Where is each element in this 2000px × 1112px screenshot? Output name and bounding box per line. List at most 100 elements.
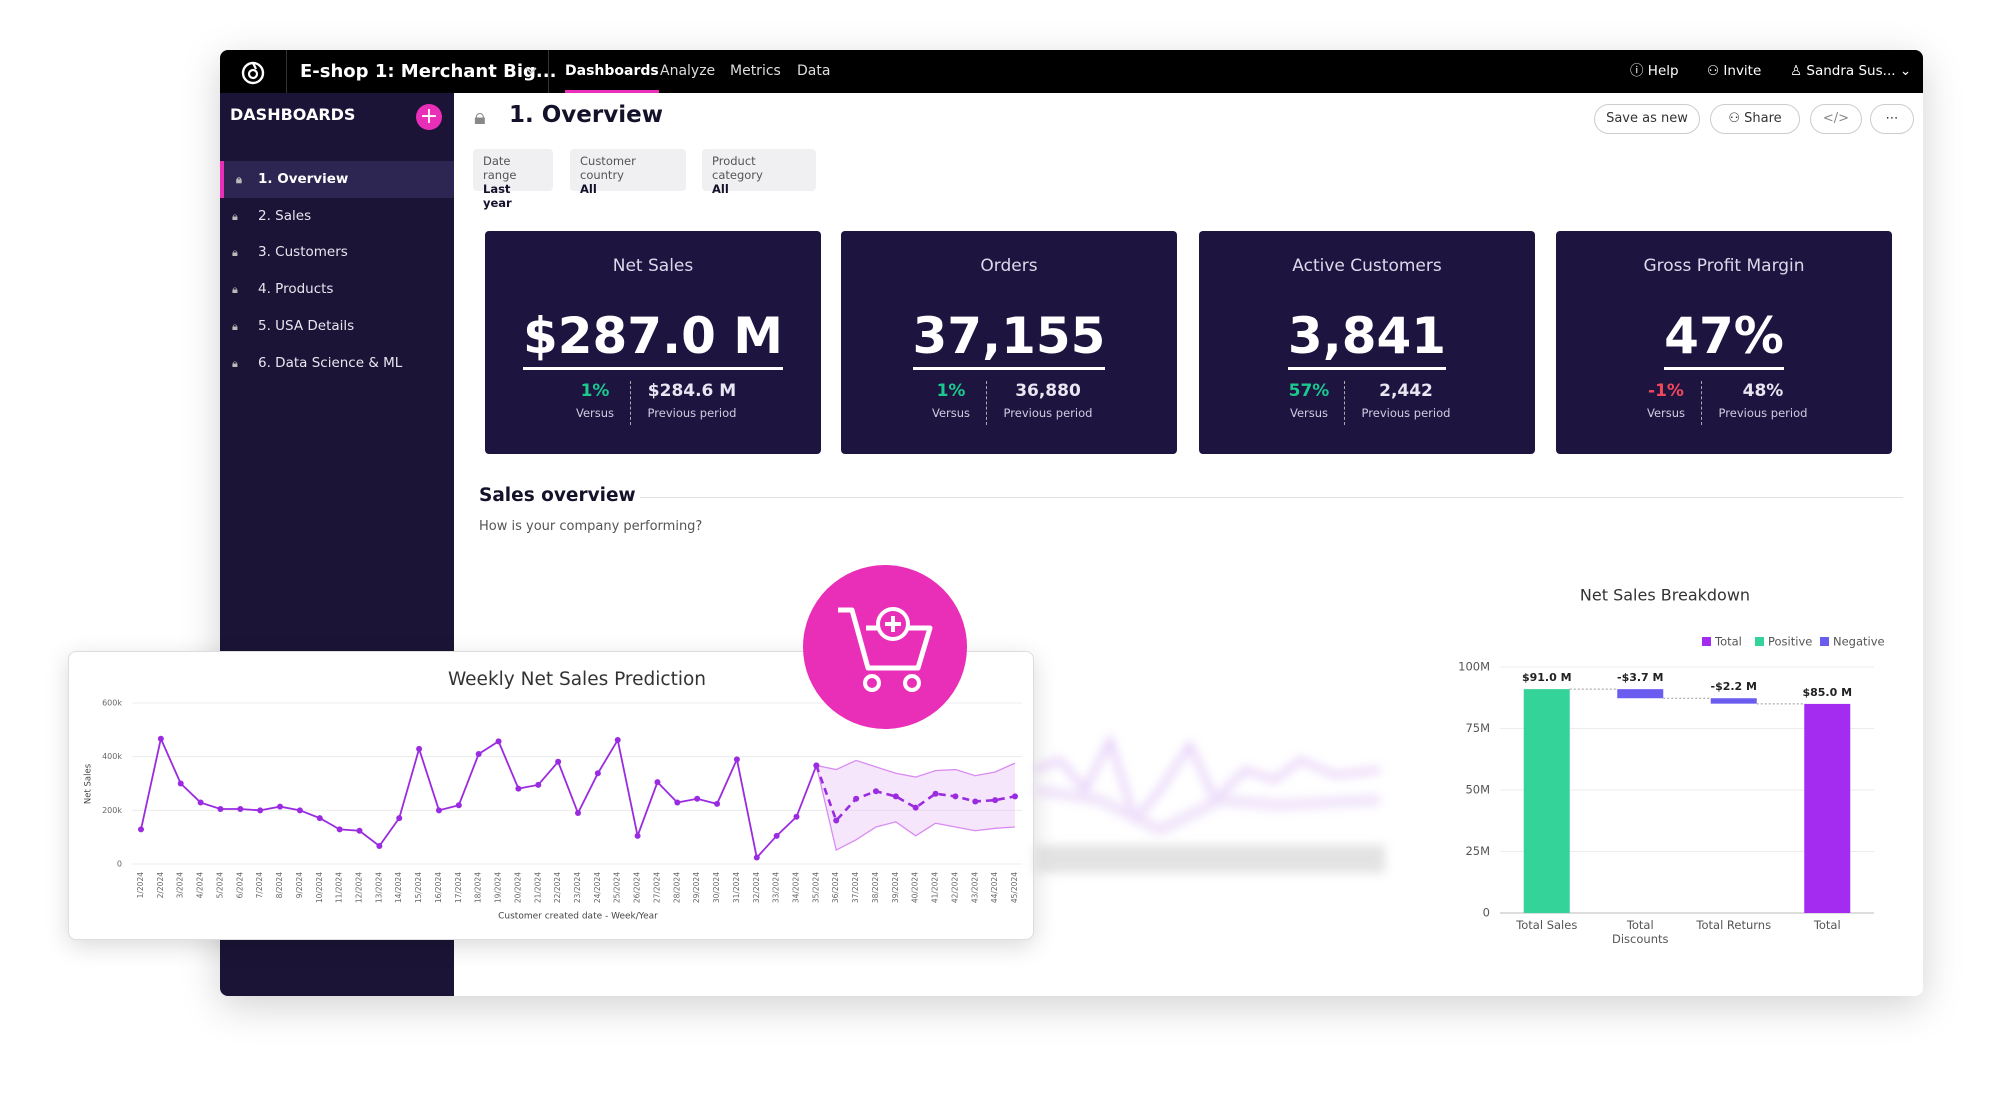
chart-title: Net Sales Breakdown <box>1580 586 1750 605</box>
cart-badge <box>803 565 967 729</box>
point <box>356 827 363 834</box>
kpi-change: -1% <box>1648 381 1684 401</box>
y-tick-label: 200k <box>102 806 122 815</box>
filter[interactable]: Customer country All <box>570 149 686 196</box>
kpi-previous: 36,880 <box>1015 381 1081 401</box>
top-bar: E-shop 1: Merchant Big... ⓘ Help ⚇ Invit… <box>220 50 1923 93</box>
filter-value[interactable]: Last year <box>483 182 512 210</box>
bar <box>1710 698 1757 704</box>
x-tick-label: 45/2024 <box>1010 872 1019 903</box>
divider <box>640 497 1903 498</box>
point <box>217 805 224 812</box>
item-label[interactable]: 2. Sales <box>258 207 312 224</box>
point <box>972 798 979 805</box>
filter[interactable]: Date range Last year <box>473 149 553 210</box>
point <box>435 807 442 814</box>
help[interactable]: ⓘ Help <box>1630 63 1679 79</box>
sidebar-item[interactable]: 🔒︎ 6. Data Science & ML <box>220 345 454 382</box>
y-tick-label: 600k <box>102 699 122 708</box>
kpi-change-label: Versus <box>1646 406 1686 420</box>
sidebar-item[interactable]: 🔒︎ 1. Overview <box>220 161 454 198</box>
filter-value[interactable]: All <box>580 182 597 196</box>
save-as-new[interactable]: Save as new <box>1594 104 1700 134</box>
point <box>594 770 601 777</box>
kpi-previous-label: Previous period <box>1003 406 1093 420</box>
x-tick-label: 23/2024 <box>573 872 582 903</box>
value-label: -$3.7 M <box>1617 671 1663 684</box>
filter-value[interactable]: All <box>712 182 729 196</box>
kpi-card: Gross Profit Margin 47% -1% Versus 48% Previo… <box>1556 231 1892 454</box>
page-title: 1. Overview <box>509 102 663 128</box>
kpi-previous-label: Previous period <box>647 406 737 420</box>
kpi-change-label: Versus <box>1289 406 1329 420</box>
x-tick-label: Total Sales <box>1516 918 1578 932</box>
legend-label: Negative <box>1833 635 1885 649</box>
point <box>833 817 840 824</box>
share-label[interactable]: Share <box>1744 111 1782 126</box>
embed[interactable]: </> <box>1810 104 1862 134</box>
legend-label: Positive <box>1768 635 1812 649</box>
help-label[interactable]: Help <box>1647 63 1679 79</box>
kpi-value-wrap: $287.0 M <box>485 307 821 370</box>
x-tick-label: 4/2024 <box>196 872 205 899</box>
x-tick-label: 38/2024 <box>871 872 880 903</box>
nav-tab[interactable]: Analyze <box>660 63 716 79</box>
kpi-divider <box>1344 381 1345 425</box>
sidebar-item[interactable]: 🔒︎ 3. Customers <box>220 234 454 271</box>
kpi-change: 57% <box>1288 381 1330 401</box>
x-tick-label: 32/2024 <box>752 872 761 903</box>
point <box>515 785 522 792</box>
x-tick-label: 2/2024 <box>156 872 165 899</box>
x-tick-label: Total Returns <box>1696 918 1772 932</box>
kpi-value: 37,155 <box>912 307 1106 370</box>
y-tick-label: 50M <box>1465 783 1490 797</box>
invite[interactable]: ⚇ Invite <box>1707 63 1762 79</box>
sidebar-item[interactable]: 🔒︎ 4. Products <box>220 271 454 308</box>
point <box>555 758 562 765</box>
point <box>694 795 701 802</box>
sidebar-item[interactable]: 🔒︎ 5. USA Details <box>220 308 454 345</box>
chevron[interactable] <box>525 66 537 76</box>
x-tick-label: 39/2024 <box>891 872 900 903</box>
x-tick-label: 16/2024 <box>434 872 443 903</box>
y-axis-label: Net Sales <box>84 763 94 804</box>
add-dashboard[interactable]: + <box>416 104 442 130</box>
item-label[interactable]: 1. Overview <box>258 171 349 187</box>
bar <box>1617 689 1664 699</box>
kpi-title: Orders <box>980 256 1038 276</box>
more[interactable]: ⋯ <box>1870 104 1914 134</box>
nav-tab[interactable]: Dashboards <box>565 50 659 93</box>
x-tick-label: 8/2024 <box>275 872 284 899</box>
point <box>455 802 462 809</box>
sidebar-title: DASHBOARDS <box>230 105 356 124</box>
item-label[interactable]: 6. Data Science & ML <box>258 354 403 371</box>
invite-label[interactable]: Invite <box>1723 63 1762 79</box>
x-tick-label: 26/2024 <box>633 872 642 903</box>
user-name[interactable]: Sandra Sus... <box>1806 63 1896 79</box>
x-tick-label: 44/2024 <box>990 872 999 903</box>
x-tick-label: 7/2024 <box>255 872 264 899</box>
share[interactable]: ⚇ Share <box>1710 104 1800 134</box>
logo[interactable] <box>240 59 266 85</box>
item-label[interactable]: 5. USA Details <box>258 317 355 334</box>
x-tick-label: 17/2024 <box>454 872 463 903</box>
lock-icon: 🔒︎ <box>232 283 238 297</box>
lock-icon: 🔒︎ <box>232 246 238 260</box>
sidebar-item[interactable]: 🔒︎ 2. Sales <box>220 198 454 235</box>
item-label[interactable]: 4. Products <box>258 281 334 298</box>
point <box>475 750 482 757</box>
kpi-divider <box>1701 381 1702 425</box>
filter[interactable]: Product category All <box>702 149 816 196</box>
value-label: $91.0 M <box>1522 671 1572 684</box>
kpi-previous: $284.6 M <box>647 381 737 401</box>
workspace-name[interactable]: E-shop 1: Merchant Big... <box>300 61 557 82</box>
user-menu[interactable]: ♙ Sandra Sus... ⌄ <box>1790 63 1912 79</box>
item-label[interactable]: 3. Customers <box>258 244 348 261</box>
nav-tab[interactable]: Data <box>797 63 831 79</box>
point <box>614 737 621 744</box>
point <box>575 810 581 817</box>
point <box>277 803 284 810</box>
nav-tab[interactable]: Metrics <box>730 63 781 79</box>
point <box>853 795 860 802</box>
point <box>912 804 919 811</box>
